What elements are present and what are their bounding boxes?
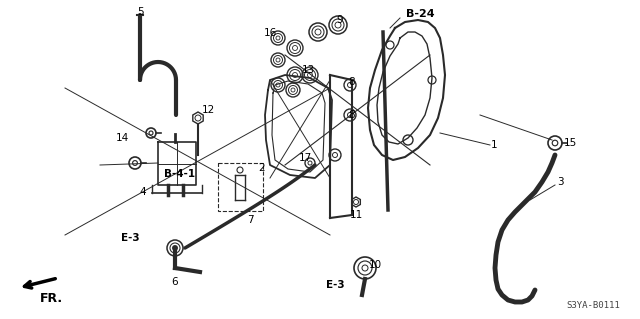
Text: S3YA-B0111: S3YA-B0111 [566, 300, 620, 309]
Text: B-24: B-24 [406, 9, 435, 19]
Text: 15: 15 [563, 138, 577, 148]
Text: 5: 5 [138, 7, 144, 17]
Text: E-3: E-3 [326, 280, 345, 290]
Text: 10: 10 [369, 260, 381, 270]
Text: E-3: E-3 [122, 233, 140, 243]
Text: 13: 13 [301, 65, 315, 75]
Text: 14: 14 [115, 133, 129, 143]
Text: B-4-1: B-4-1 [164, 169, 195, 179]
Text: 11: 11 [349, 210, 363, 220]
Bar [218, 163, 263, 211]
Text: 2: 2 [259, 163, 266, 173]
Text: 8: 8 [349, 77, 355, 87]
Text: 4: 4 [140, 187, 147, 197]
Text: FR.: FR. [40, 292, 63, 305]
Text: 3: 3 [557, 177, 563, 187]
Text: 6: 6 [172, 277, 179, 287]
Text: 17: 17 [298, 153, 312, 163]
Text: 7: 7 [246, 215, 253, 225]
Text: 9: 9 [337, 15, 343, 25]
Text: 1: 1 [491, 140, 497, 150]
Text: 8: 8 [349, 110, 355, 120]
Text: 12: 12 [202, 105, 214, 115]
Text: 16: 16 [264, 28, 276, 38]
